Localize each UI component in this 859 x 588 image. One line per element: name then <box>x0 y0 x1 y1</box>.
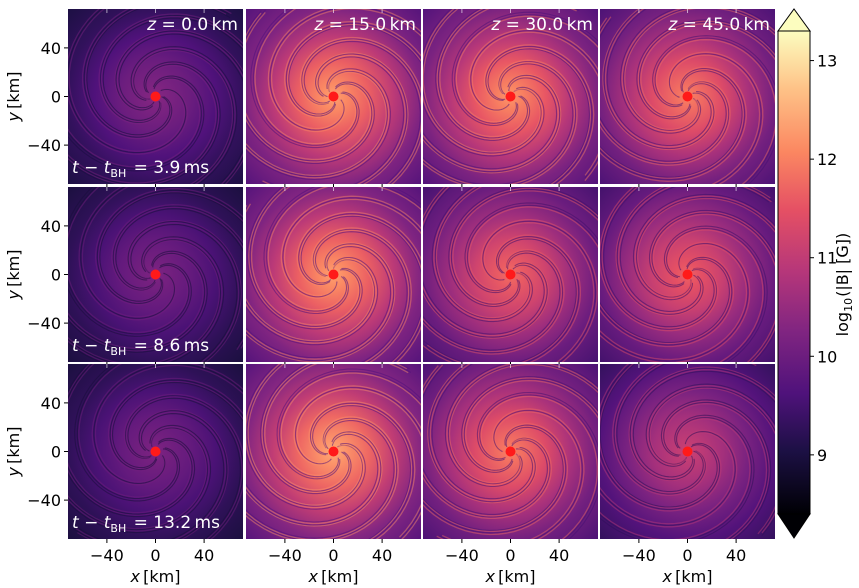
swirl-texture <box>246 364 421 539</box>
colorbar-label: log10(|B| [G]) <box>833 233 855 337</box>
x-tick-label: −40 <box>622 546 656 565</box>
panel-r1-c4: z = 45.0 km <box>600 9 775 188</box>
swirl-texture <box>423 187 598 362</box>
y-tick-label: 40 <box>41 394 61 413</box>
colorbar-tick-label: 12 <box>817 150 837 169</box>
colorbar-tick-label: 13 <box>817 52 837 71</box>
y-tick-label: −40 <box>27 314 61 333</box>
axes-layer: −40 0 40 x [km] −40 0 40 x [km] −40 0 40 x [km] −40 0… <box>4 39 746 586</box>
z-label-2: z = 15.0 km <box>313 15 416 35</box>
y-axis-label: y [km] <box>4 427 23 478</box>
swirl-texture <box>600 364 775 539</box>
y-tick-label: −40 <box>27 491 61 510</box>
panel-r1-c3: z = 30.0 km <box>423 9 598 188</box>
swirl-texture <box>68 364 243 539</box>
panel-r2-c1: t − tBH = 8.6 ms <box>64 187 243 366</box>
swirl-texture <box>600 9 775 184</box>
black-hole-marker <box>505 269 516 280</box>
x-tick-label: −40 <box>268 546 302 565</box>
panel-grid: z = 0.0 km t − tBH = 3.9 ms z = 15.0 km z =… <box>64 9 775 543</box>
time-label-row-1: t − tBH = 3.9 ms <box>72 158 209 180</box>
colorbar-tick-label: 11 <box>817 249 837 268</box>
x-tick-label: 40 <box>726 546 746 565</box>
y-axis-label: y [km] <box>4 250 23 301</box>
black-hole-marker <box>328 91 339 102</box>
swirl-texture <box>246 9 421 184</box>
black-hole-marker <box>505 91 516 102</box>
z-label-3: z = 30.0 km <box>490 15 593 35</box>
x-tick-label: 40 <box>372 546 392 565</box>
y-tick-label: 0 <box>51 266 61 285</box>
swirl-texture <box>600 187 775 362</box>
x-axis-label: x [km] <box>308 567 359 586</box>
panel-r3-c2 <box>246 364 421 543</box>
swirl-texture <box>423 364 598 539</box>
black-hole-marker <box>505 446 516 457</box>
black-hole-marker <box>682 269 693 280</box>
y-tick-label: 40 <box>41 39 61 58</box>
x-tick-label: 40 <box>549 546 569 565</box>
y-tick-label: 40 <box>41 217 61 236</box>
panel-r1-c1: z = 0.0 km t − tBH = 3.9 ms <box>64 9 243 188</box>
y-tick-label: 0 <box>51 88 61 107</box>
colorbar-extend-top <box>777 8 811 32</box>
x-tick-label: 0 <box>505 546 515 565</box>
x-axis-label: x [km] <box>662 567 713 586</box>
time-label-row-2: t − tBH = 8.6 ms <box>72 336 209 358</box>
panel-r2-c4 <box>600 187 775 366</box>
x-tick-label: 0 <box>682 546 692 565</box>
x-tick-label: 40 <box>194 546 214 565</box>
black-hole-marker <box>150 91 161 102</box>
black-hole-marker <box>328 446 339 457</box>
swirl-texture <box>68 9 243 184</box>
swirl-texture <box>246 187 421 362</box>
colorbar-tick-label: 10 <box>817 347 837 366</box>
x-axis-label: x [km] <box>130 567 181 586</box>
colorbar: 9 10 11 12 13 log10(|B| [G]) <box>777 8 855 539</box>
panel-r1-c2: z = 15.0 km <box>246 9 421 188</box>
time-label-row-3: t − tBH = 13.2 ms <box>72 513 220 535</box>
swirl-texture <box>68 187 243 362</box>
black-hole-marker <box>150 446 161 457</box>
y-tick-label: −40 <box>27 136 61 155</box>
swirl-texture <box>423 9 598 184</box>
y-axis-label: y [km] <box>4 72 23 123</box>
black-hole-marker <box>328 269 339 280</box>
colorbar-gradient <box>777 30 811 515</box>
black-hole-marker <box>150 269 161 280</box>
z-label-1: z = 0.0 km <box>146 15 238 35</box>
panel-r3-c1: t − tBH = 13.2 ms <box>64 364 243 543</box>
y-tick-label: 0 <box>51 443 61 462</box>
black-hole-marker <box>682 446 693 457</box>
panel-r2-c3 <box>423 187 598 366</box>
panel-r3-c4 <box>600 364 775 543</box>
x-tick-label: 0 <box>328 546 338 565</box>
z-label-4: z = 45.0 km <box>667 15 770 35</box>
x-tick-label: −40 <box>90 546 124 565</box>
x-tick-label: 0 <box>150 546 160 565</box>
panel-r3-c3 <box>423 364 598 543</box>
colorbar-extend-bottom <box>777 513 811 539</box>
colorbar-tick-label: 9 <box>817 446 827 465</box>
x-axis-label: x [km] <box>485 567 536 586</box>
panel-r2-c2 <box>246 187 421 366</box>
x-tick-label: −40 <box>445 546 479 565</box>
black-hole-marker <box>682 91 693 102</box>
